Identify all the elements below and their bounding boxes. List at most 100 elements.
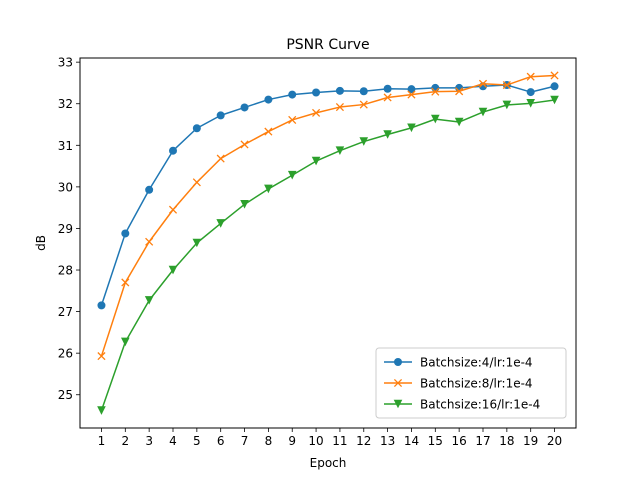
y-tick-label: 31 — [58, 139, 73, 153]
x-tick-label: 5 — [193, 434, 201, 448]
legend-item: Batchsize:8/lr:1e-4 — [384, 377, 533, 391]
data-point — [502, 80, 511, 90]
data-point — [454, 117, 464, 127]
data-point — [240, 200, 249, 209]
x-tick-label: 15 — [428, 434, 443, 448]
data-point — [359, 87, 368, 96]
x-tick-label: 18 — [499, 434, 514, 448]
y-tick-label: 30 — [58, 180, 73, 194]
legend-item: Batchsize:4/lr:1e-4 — [384, 356, 533, 370]
data-point — [312, 88, 321, 97]
data-point — [455, 87, 464, 96]
legend-marker — [393, 378, 403, 388]
x-tick-label: 4 — [169, 434, 177, 448]
data-point — [264, 95, 273, 104]
series-2 — [97, 71, 559, 361]
legend-label: Batchsize:4/lr:1e-4 — [420, 356, 533, 370]
data-point — [287, 170, 297, 180]
data-point — [407, 90, 416, 99]
data-point — [550, 71, 559, 80]
data-point — [168, 265, 178, 275]
data-point — [478, 79, 488, 88]
series-1 — [97, 81, 559, 310]
data-point — [216, 219, 225, 228]
data-point — [216, 154, 225, 163]
data-point — [335, 146, 345, 156]
y-tick-label: 32 — [58, 97, 73, 111]
legend: Batchsize:4/lr:1e-4 Batchsize:8/lr:1e-4 Ba… — [375, 347, 567, 419]
data-point — [97, 352, 106, 361]
data-point — [502, 100, 512, 110]
plot-frame — [79, 57, 577, 429]
x-tick-label: 9 — [288, 434, 296, 448]
data-point — [192, 178, 201, 187]
x-tick-label: 7 — [241, 434, 249, 448]
y-axis-label: dB — [34, 235, 48, 251]
data-point — [121, 337, 130, 347]
x-tick-label: 10 — [308, 434, 323, 448]
data-point — [431, 87, 440, 96]
y-tick-label: 33 — [58, 56, 73, 70]
data-point — [407, 85, 416, 94]
data-point — [359, 100, 368, 109]
legend-label: Batchsize:8/lr:1e-4 — [420, 377, 533, 391]
data-point — [550, 95, 559, 105]
data-point — [407, 123, 416, 133]
data-point — [288, 115, 297, 125]
data-point — [526, 88, 535, 97]
data-point — [240, 103, 249, 112]
data-point — [526, 72, 535, 81]
data-point — [121, 278, 130, 287]
data-point — [121, 229, 130, 238]
x-tick-label: 20 — [547, 434, 562, 448]
data-point — [383, 130, 392, 139]
y-tick-label: 26 — [58, 347, 73, 361]
y-tick-label: 25 — [58, 388, 73, 402]
y-tick-label: 27 — [58, 305, 73, 319]
data-point — [431, 83, 440, 92]
y-axis: 25 26 27 28 29 30 31 32 33 — [58, 56, 80, 402]
data-point — [431, 114, 440, 124]
legend-marker — [393, 399, 403, 409]
y-tick-label: 29 — [58, 222, 73, 236]
data-point — [264, 184, 273, 194]
x-tick-label: 6 — [217, 434, 225, 448]
x-tick-label: 13 — [380, 434, 395, 448]
legend-item: Batchsize:16/lr:1e-4 — [384, 398, 540, 412]
data-point — [240, 140, 249, 149]
x-tick-label: 14 — [404, 434, 419, 448]
data-point — [550, 82, 559, 91]
series-3 — [97, 95, 559, 415]
data-point — [169, 146, 177, 155]
x-tick-label: 16 — [452, 434, 467, 448]
legend-label: Batchsize:16/lr:1e-4 — [420, 398, 540, 412]
legend-marker — [394, 358, 402, 366]
data-point — [192, 124, 201, 133]
data-point — [335, 102, 344, 112]
series-line — [100, 99, 555, 411]
x-axis: 1 2 3 4 5 6 7 8 9 10 11 12 13 14 15 16 17 18 19 20 — [98, 428, 562, 448]
x-axis-label: Epoch — [310, 456, 347, 470]
x-tick-label: 11 — [332, 434, 347, 448]
data-point — [478, 107, 488, 117]
data-point — [335, 86, 344, 95]
data-point — [168, 205, 178, 214]
x-tick-label: 19 — [523, 434, 538, 448]
data-point — [359, 137, 369, 146]
data-point — [288, 90, 297, 99]
data-point — [97, 406, 106, 415]
data-point — [144, 296, 154, 305]
series-line — [100, 74, 555, 357]
data-point — [383, 93, 392, 102]
x-tick-label: 1 — [98, 434, 106, 448]
series-line — [100, 84, 555, 306]
data-point — [383, 84, 392, 93]
chart-title: PSNR Curve — [286, 37, 369, 53]
data-point — [192, 238, 202, 248]
x-tick-label: 8 — [265, 434, 273, 448]
data-point — [526, 99, 535, 108]
x-tick-label: 17 — [475, 434, 490, 448]
x-tick-label: 12 — [356, 434, 371, 448]
data-point — [216, 111, 225, 120]
